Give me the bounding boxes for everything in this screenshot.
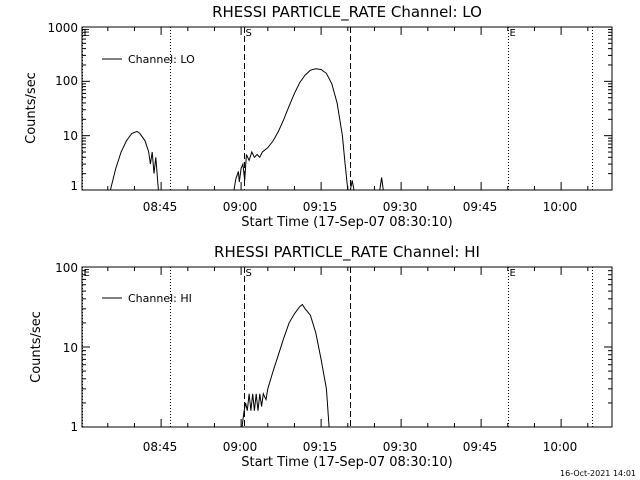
panel-lo-y-tick-label: 100	[55, 74, 78, 88]
panel-hi-x-tick-label: 09:45	[463, 440, 498, 454]
panel-lo-legend-label: Channel: LO	[128, 53, 195, 66]
panel-lo-title: RHESSI PARTICLE_RATE Channel: LO	[212, 3, 482, 22]
footer-timestamp: 16-Oct-2021 14:01	[560, 469, 636, 478]
panel-lo-x-ticks: 08:45 09:00 09:15 09:30 09:45 10:00	[107, 27, 589, 214]
panel-hi-y-tick-label: 100	[55, 261, 78, 275]
panel-hi-x-axis-label: Start Time (17-Sep-07 08:30:10)	[241, 455, 452, 470]
marker-label: E	[510, 268, 516, 279]
marker-label: E	[84, 268, 90, 279]
marker-label: E	[84, 28, 90, 39]
marker-label: S	[246, 28, 252, 39]
panel-lo-x-tick-label: 08:45	[143, 200, 178, 214]
panel-hi-title: RHESSI PARTICLE_RATE Channel: HI	[214, 243, 480, 262]
panel-hi-legend-label: Channel: HI	[128, 292, 192, 305]
panel-hi-y-axis-label: Counts/sec	[29, 311, 44, 383]
panel-hi-x-tick-label: 09:15	[303, 440, 338, 454]
panel-lo-x-axis-label: Start Time (17-Sep-07 08:30:10)	[241, 215, 452, 230]
panel-lo-x-tick-label: 10:00	[543, 200, 578, 214]
panel-lo-x-tick-label: 09:45	[463, 200, 498, 214]
panel-hi-x-tick-label: 09:00	[223, 440, 258, 454]
panel-lo-y-axis-label: Counts/sec	[24, 72, 39, 144]
marker-label: E	[510, 28, 516, 39]
series-line-segment	[241, 303, 330, 428]
panel-hi-series	[241, 303, 330, 428]
panel-lo-y-tick-label: 10	[63, 129, 78, 143]
series-line-segment	[233, 68, 349, 191]
panel-lo-y-tick-label: 1	[70, 179, 78, 193]
panel-lo: RHESSI PARTICLE_RATE Channel: LO Counts/…	[24, 3, 613, 230]
series-line-segment	[349, 180, 355, 191]
series-line-segment	[109, 130, 159, 191]
panel-hi: RHESSI PARTICLE_RATE Channel: HI Counts/…	[29, 243, 613, 470]
panel-lo-legend: Channel: LO	[102, 53, 195, 66]
panel-hi-x-tick-label: 08:45	[143, 440, 178, 454]
panel-lo-y-ticks: 1 10 100 1000	[47, 21, 612, 193]
panel-hi-x-ticks: 08:45 09:00 09:15 09:30 09:45 10:00	[107, 267, 589, 454]
panel-hi-y-ticks: 1 10 100	[55, 261, 612, 434]
series-line-segment	[379, 177, 384, 191]
panel-lo-x-tick-label: 09:30	[383, 200, 418, 214]
panel-lo-y-tick-label: 1000	[47, 21, 78, 35]
panel-hi-y-tick-label: 1	[70, 420, 78, 434]
panel-hi-legend: Channel: HI	[102, 292, 192, 305]
panel-lo-x-tick-label: 09:00	[223, 200, 258, 214]
panel-hi-y-tick-label: 10	[63, 341, 78, 355]
panel-lo-x-tick-label: 09:15	[303, 200, 338, 214]
panel-hi-x-tick-label: 09:30	[383, 440, 418, 454]
panel-hi-x-tick-label: 10:00	[543, 440, 578, 454]
marker-label: S	[246, 268, 252, 279]
panel-lo-series	[109, 68, 384, 191]
